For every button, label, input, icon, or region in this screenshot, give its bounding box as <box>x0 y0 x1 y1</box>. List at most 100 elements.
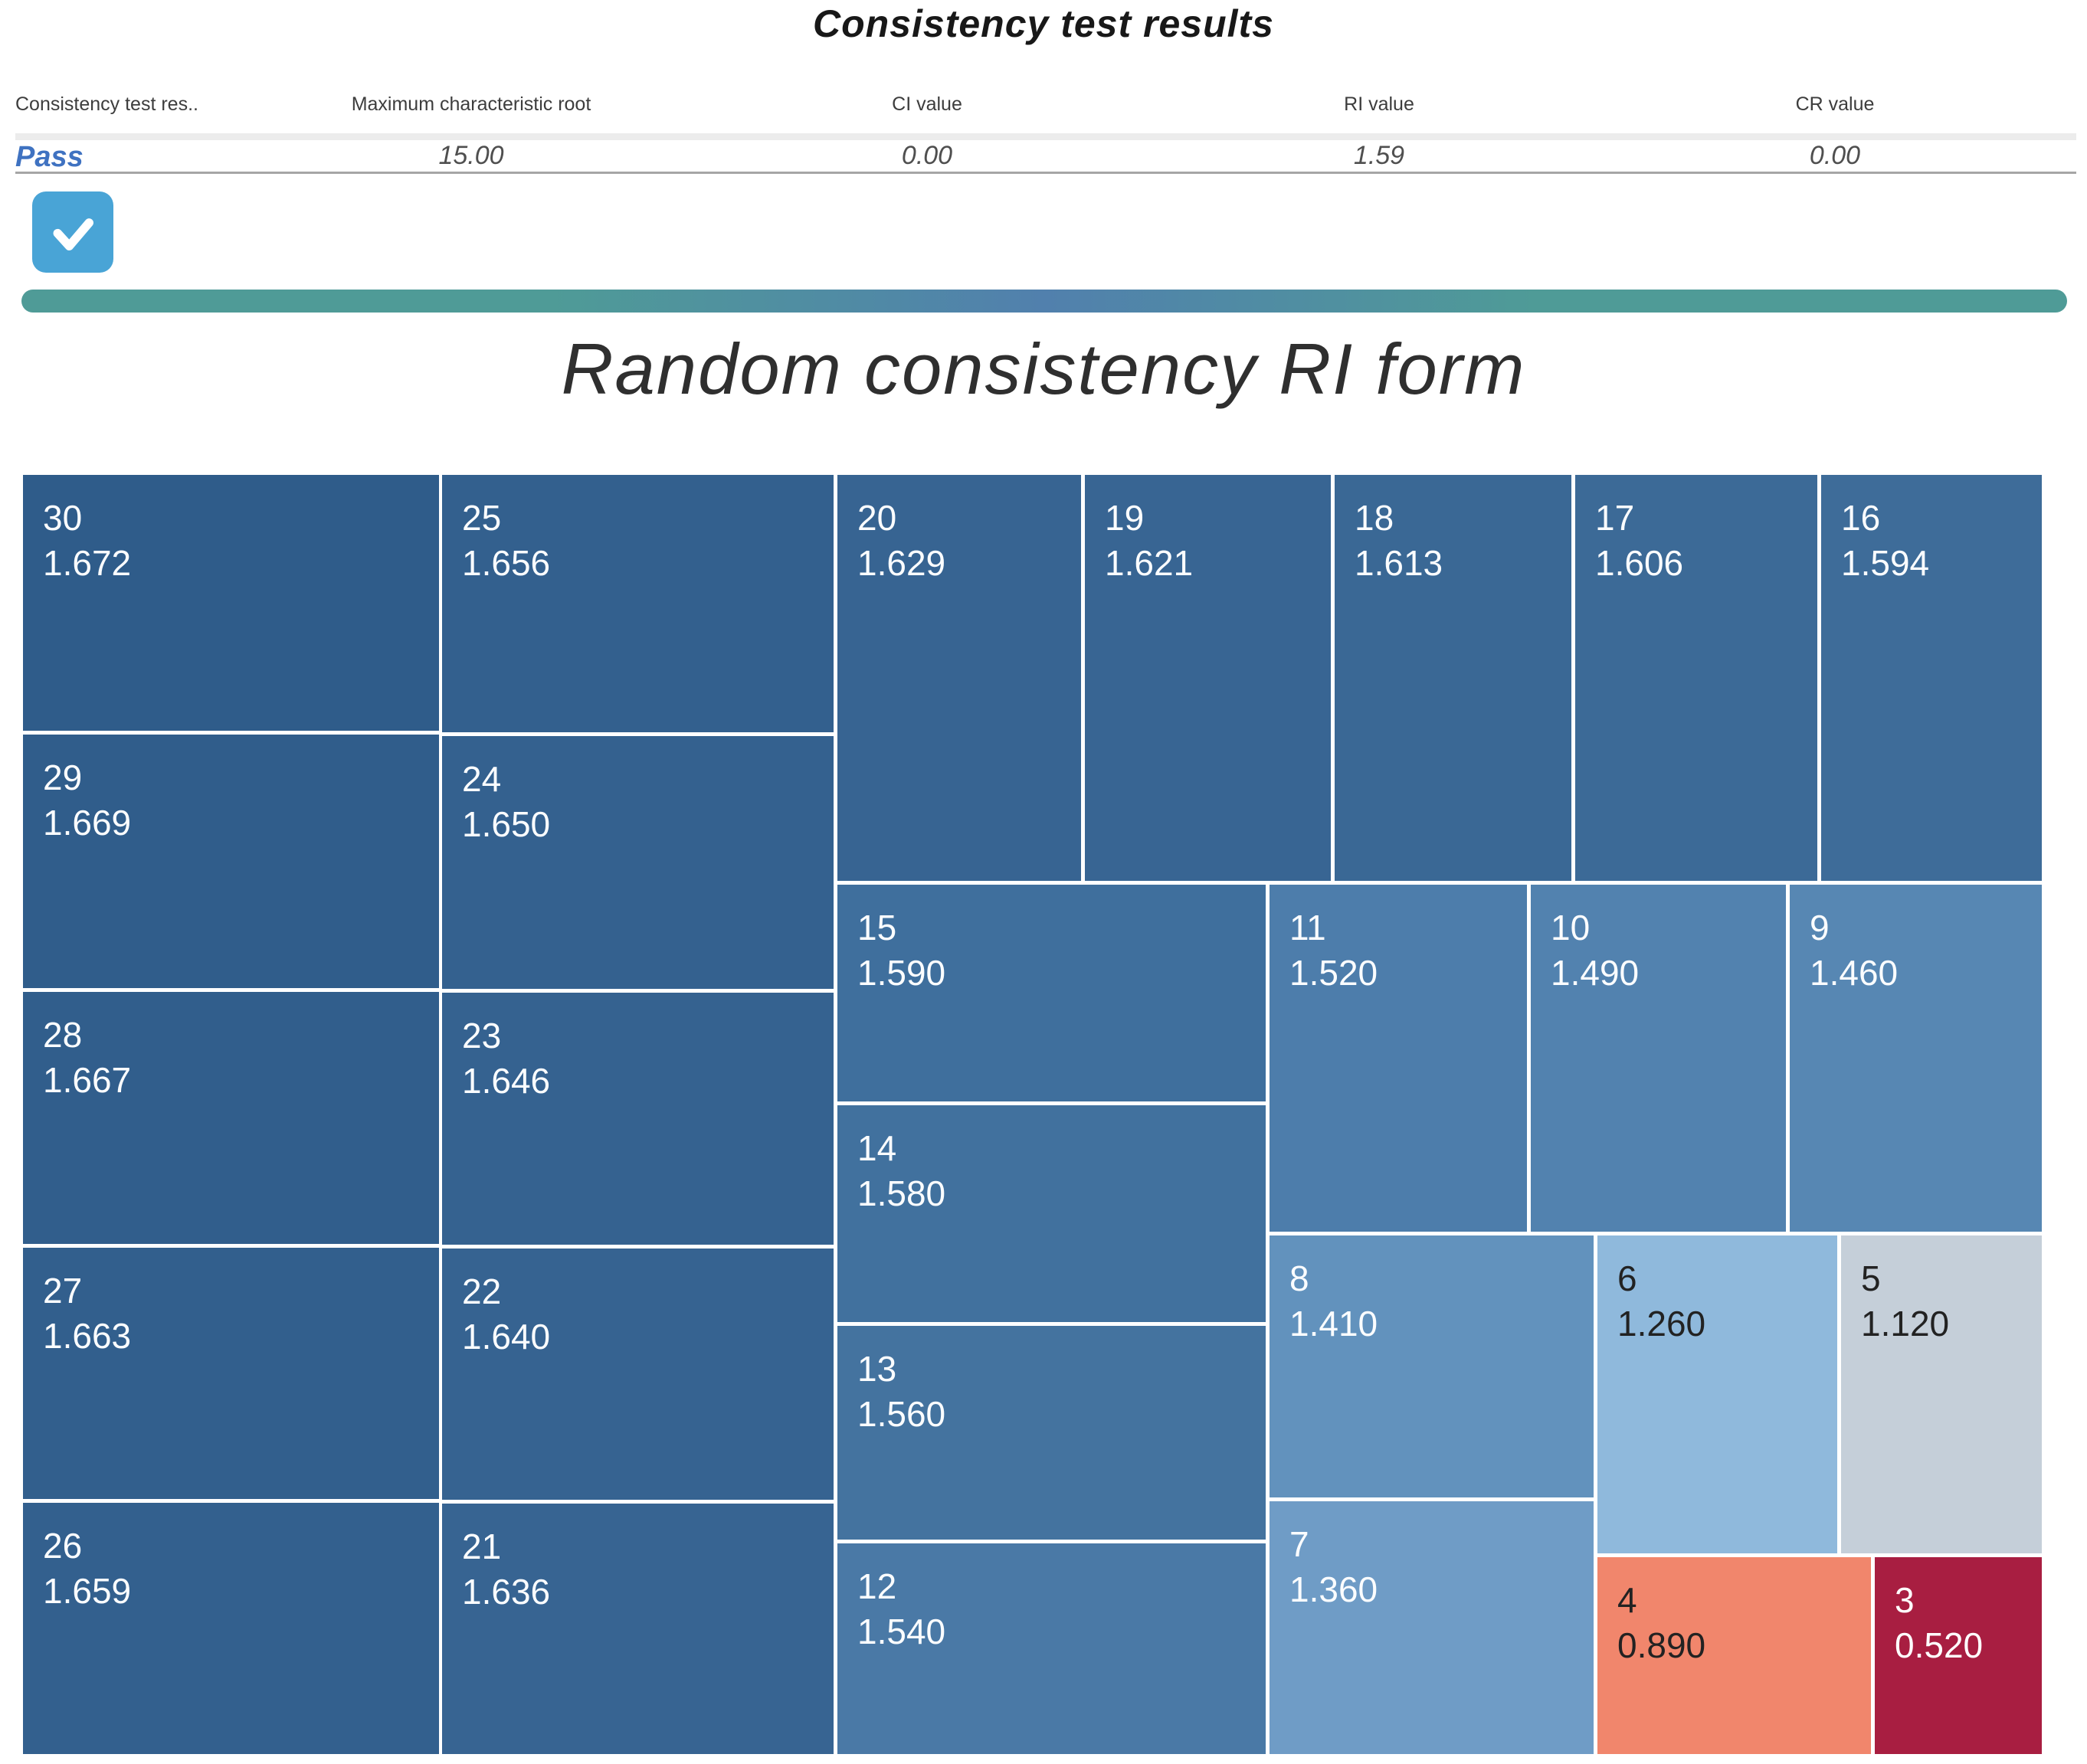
treemap-cell-16[interactable]: 16 1.594 <box>1821 475 2042 881</box>
treemap-cell-6[interactable]: 6 1.260 <box>1597 1235 1837 1553</box>
consistency-results-title: Consistency test results <box>813 2 1274 45</box>
treemap-cell-25[interactable]: 25 1.656 <box>442 475 834 732</box>
results-table: Consistency test res.. Maximum character… <box>15 93 2076 116</box>
cell-ri-value: 1.613 <box>1355 543 1443 583</box>
treemap-cell-27[interactable]: 27 1.663 <box>23 1248 439 1499</box>
cell-ri-value: 1.590 <box>857 953 946 993</box>
treemap-cell-28[interactable]: 28 1.667 <box>23 992 439 1244</box>
cell-ri-value: 1.606 <box>1595 543 1684 583</box>
cell-ri-value: 1.629 <box>857 543 946 583</box>
cell-order-label: 18 <box>1355 498 1394 538</box>
treemap-cell-8[interactable]: 8 1.410 <box>1270 1235 1594 1497</box>
treemap-cell-11[interactable]: 11 1.520 <box>1270 885 1527 1232</box>
cell-ri-value: 1.560 <box>857 1394 946 1434</box>
cell-ri-value: 1.540 <box>857 1612 946 1651</box>
treemap-cell-20[interactable]: 20 1.629 <box>837 475 1081 881</box>
treemap-cell-10[interactable]: 10 1.490 <box>1531 885 1786 1232</box>
treemap-cell-23[interactable]: 23 1.646 <box>442 993 834 1245</box>
result-pass-value[interactable]: Pass <box>15 141 84 173</box>
treemap-cell-19[interactable]: 19 1.621 <box>1085 475 1331 881</box>
header-cr-value: CR value <box>1795 93 1875 115</box>
treemap-cell-15[interactable]: 15 1.590 <box>837 885 1266 1101</box>
cell-order-label: 8 <box>1289 1258 1309 1298</box>
cell-ri-value: 1.646 <box>462 1061 551 1101</box>
treemap-cell-30[interactable]: 30 1.672 <box>23 475 439 731</box>
cell-order-label: 28 <box>43 1015 83 1055</box>
treemap-cell-14[interactable]: 14 1.580 <box>837 1105 1266 1322</box>
treemap-cell-4[interactable]: 4 0.890 <box>1597 1557 1871 1754</box>
cell-order-label: 22 <box>462 1271 502 1311</box>
cell-order-label: 16 <box>1841 498 1881 538</box>
treemap-cell-3[interactable]: 3 0.520 <box>1875 1557 2042 1754</box>
cell-order-label: 4 <box>1617 1580 1637 1620</box>
cell-order-label: 20 <box>857 498 897 538</box>
cell-order-label: 29 <box>43 758 83 797</box>
cell-order-label: 19 <box>1105 498 1145 538</box>
cell-ri-value: 1.672 <box>43 543 132 583</box>
cell-order-label: 17 <box>1595 498 1635 538</box>
cell-order-label: 26 <box>43 1526 83 1566</box>
table-bottom-rule <box>15 172 2076 174</box>
cell-ri-value: 1.659 <box>43 1571 132 1611</box>
cell-order-label: 5 <box>1861 1258 1881 1298</box>
cell-ri-value: 0.520 <box>1895 1625 1984 1665</box>
cell-order-label: 12 <box>857 1566 897 1606</box>
table-header-row: Consistency test res.. Maximum character… <box>15 93 2076 116</box>
cell-ri-value: 1.640 <box>462 1317 551 1357</box>
treemap-cell-13[interactable]: 13 1.560 <box>837 1326 1266 1540</box>
cell-order-label: 23 <box>462 1016 502 1055</box>
cell-ri-value: 1.663 <box>43 1316 132 1356</box>
treemap-cell-18[interactable]: 18 1.613 <box>1335 475 1571 881</box>
cell-ri-value: 1.667 <box>43 1060 132 1100</box>
cell-order-label: 13 <box>857 1349 897 1389</box>
check-icon <box>53 218 93 250</box>
treemap-cell-12[interactable]: 12 1.540 <box>837 1543 1266 1754</box>
cell-ri-value: 1.636 <box>462 1572 551 1612</box>
cell-ri-value: 1.490 <box>1551 953 1640 993</box>
ri-form-title: Random consistency RI form <box>561 329 1526 409</box>
table-value-row[interactable]: Pass 15.00 0.00 1.59 0.00 <box>15 141 2076 174</box>
section-divider <box>21 290 2067 313</box>
cell-order-label: 10 <box>1551 908 1591 947</box>
cell-order-label: 25 <box>462 498 502 538</box>
cell-ri-value: 1.360 <box>1289 1569 1378 1609</box>
cell-ri-value: 0.890 <box>1617 1625 1706 1665</box>
cell-order-label: 14 <box>857 1128 897 1168</box>
cell-ri-value: 1.594 <box>1841 543 1930 583</box>
cell-ri-value: 1.656 <box>462 543 551 583</box>
header-max-characteristic-root: Maximum characteristic root <box>351 93 591 115</box>
treemap-cell-29[interactable]: 29 1.669 <box>23 735 439 988</box>
cell-order-label: 3 <box>1895 1580 1915 1620</box>
treemap-cell-24[interactable]: 24 1.650 <box>442 736 834 989</box>
cell-ri-value: 1.621 <box>1105 543 1194 583</box>
cell-order-label: 27 <box>43 1271 83 1311</box>
pass-check-mark[interactable] <box>32 191 113 273</box>
treemap-cell-26[interactable]: 26 1.659 <box>23 1503 439 1754</box>
cell-order-label: 30 <box>43 498 83 538</box>
max-root-value[interactable]: 15.00 <box>438 141 504 170</box>
cell-ri-value: 1.120 <box>1861 1304 1950 1343</box>
treemap-cell-5[interactable]: 5 1.120 <box>1841 1235 2042 1553</box>
cr-value[interactable]: 0.00 <box>1809 141 1861 170</box>
ci-value[interactable]: 0.00 <box>901 141 953 170</box>
cell-ri-value: 1.520 <box>1289 953 1378 993</box>
treemap-cell-17[interactable]: 17 1.606 <box>1575 475 1817 881</box>
treemap-cell-22[interactable]: 22 1.640 <box>442 1249 834 1500</box>
cell-ri-value: 1.580 <box>857 1173 946 1213</box>
cell-order-label: 7 <box>1289 1524 1309 1564</box>
cell-order-label: 6 <box>1617 1258 1637 1298</box>
cell-order-label: 9 <box>1810 908 1830 947</box>
cell-order-label: 11 <box>1289 908 1326 947</box>
cell-ri-value: 1.650 <box>462 804 551 844</box>
treemap-cell-9[interactable]: 9 1.460 <box>1790 885 2042 1232</box>
treemap-cell-7[interactable]: 7 1.360 <box>1270 1501 1594 1754</box>
cell-ri-value: 1.410 <box>1289 1304 1378 1343</box>
cell-ri-value: 1.460 <box>1810 953 1899 993</box>
ri-value[interactable]: 1.59 <box>1353 141 1405 170</box>
treemap-cell-21[interactable]: 21 1.636 <box>442 1504 834 1754</box>
header-consistency-test-result: Consistency test res.. <box>15 93 198 115</box>
cell-order-label: 24 <box>462 759 502 799</box>
table-top-rule <box>15 133 2076 140</box>
